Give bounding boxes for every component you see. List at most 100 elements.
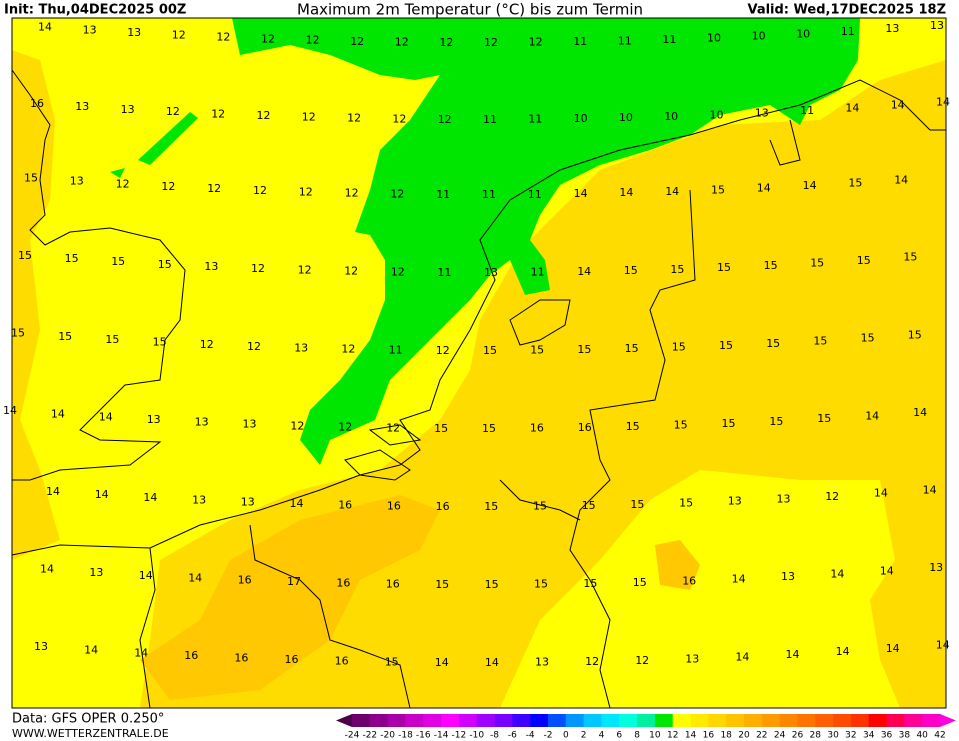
temp-label: 15	[625, 342, 639, 355]
temp-label: 15	[719, 339, 733, 352]
color-bar-box	[904, 714, 923, 727]
color-bar-box	[850, 714, 870, 727]
temp-label: 12	[436, 344, 450, 357]
temp-label: 11	[531, 266, 545, 279]
temp-label: 10	[707, 31, 721, 44]
color-bar-box	[352, 714, 371, 727]
color-bar-label: 10	[649, 731, 661, 741]
temp-label: 12	[386, 421, 400, 434]
color-bar-label: 38	[899, 731, 911, 741]
color-bar-label: 0	[563, 731, 569, 741]
color-bar-box	[744, 714, 763, 727]
color-bar-box	[476, 714, 496, 727]
border-de-nl-be	[569, 189, 696, 709]
temp-label: 11	[436, 188, 450, 201]
temp-label: 14	[845, 102, 859, 115]
temp-label: 13	[777, 492, 791, 505]
temp-label: 13	[83, 23, 97, 36]
color-bar-box	[512, 714, 531, 727]
temp-label: 16	[30, 97, 44, 110]
temp-label: 13	[243, 418, 257, 431]
temperature-labels: 14 13 13 12 12 12 12 12 12 12 12 12 11 11 11 10 10 10 11 13…	[3, 19, 950, 669]
color-bar-label: -20	[380, 731, 395, 741]
temp-label: 13	[121, 103, 135, 116]
temp-label: 15	[766, 337, 780, 350]
temp-label: 12	[298, 263, 312, 276]
temp-label: 15	[630, 498, 644, 511]
color-bar-box	[423, 714, 442, 727]
temp-label: 12	[391, 265, 405, 278]
temp-label: 13	[781, 570, 795, 583]
temp-label: 12	[344, 265, 358, 278]
temp-label: 14	[435, 656, 449, 669]
data-source: Data: GFS OPER 0.250°	[12, 712, 164, 727]
temp-label: 15	[158, 258, 172, 271]
color-bar-arrow-low	[336, 714, 352, 727]
temp-label: 16	[336, 576, 350, 589]
temp-label: 12	[211, 107, 225, 120]
color-bar-box	[548, 714, 567, 727]
color-bar-label: 32	[845, 731, 856, 741]
color-bar-box	[886, 714, 905, 727]
temp-label: 16	[682, 574, 696, 587]
temp-label: 14	[143, 491, 157, 504]
color-bar-box	[726, 714, 745, 727]
valid-label: Valid: Wed,17DEC2025 18Z	[747, 3, 946, 18]
temp-label: 13	[89, 566, 103, 579]
temp-label: 12	[438, 113, 452, 126]
temp-label: 15	[810, 257, 824, 270]
color-bar-box	[654, 714, 674, 727]
temp-label: 14	[936, 638, 950, 651]
temp-label: 14	[735, 650, 749, 663]
temp-label: 14	[886, 642, 900, 655]
color-bar-label: -6	[508, 731, 517, 741]
temp-label: 15	[577, 343, 591, 356]
temp-label: 15	[672, 341, 686, 354]
temp-label: 16	[386, 577, 400, 590]
temp-label: 14	[134, 647, 148, 660]
temp-label: 12	[290, 419, 304, 432]
temp-label: 15	[385, 655, 399, 668]
color-bar-label: 22	[756, 731, 767, 741]
temp-label: 12	[207, 182, 221, 195]
temp-label: 15	[679, 496, 693, 509]
temp-label: 15	[482, 422, 496, 435]
color-bar-label: 4	[599, 731, 605, 741]
color-bar-label: 36	[881, 731, 893, 741]
temp-label: 16	[238, 573, 252, 586]
color-bar-box	[619, 714, 638, 727]
field-green	[232, 18, 860, 465]
temp-label: 15	[764, 259, 778, 272]
temp-label: 10	[619, 111, 633, 124]
temp-label: 14	[95, 488, 109, 501]
coast-england	[11, 69, 186, 481]
color-bar-label: 6	[616, 731, 622, 741]
temp-label: 10	[664, 110, 678, 123]
temp-label: 13	[195, 416, 209, 429]
temp-label: 16	[338, 499, 352, 512]
temp-label: 13	[294, 341, 308, 354]
temp-label: 14	[99, 410, 113, 423]
temp-label: 14	[485, 656, 499, 669]
temp-label: 12	[341, 343, 355, 356]
color-bar-box	[672, 714, 692, 727]
color-bar-label: 34	[863, 731, 875, 741]
temp-label: 15	[711, 183, 725, 196]
temp-label: 13	[241, 496, 255, 509]
temp-label: 15	[18, 249, 32, 262]
temp-label: 14	[51, 407, 65, 420]
color-bar-box	[815, 714, 834, 727]
color-bar-label: 42	[934, 731, 945, 741]
color-bar-label: -10	[469, 731, 484, 741]
temp-label: 14	[891, 99, 905, 112]
color-bar-box	[690, 714, 709, 727]
color-bar-box	[868, 714, 888, 727]
temp-label: 14	[139, 569, 153, 582]
temp-label: 12	[299, 185, 313, 198]
temp-label: 11	[483, 113, 497, 126]
temp-label: 14	[865, 409, 879, 422]
temp-label: 13	[755, 106, 769, 119]
temp-label: 12	[585, 655, 599, 668]
temp-label: 11	[573, 35, 587, 48]
temp-label: 14	[732, 572, 746, 585]
